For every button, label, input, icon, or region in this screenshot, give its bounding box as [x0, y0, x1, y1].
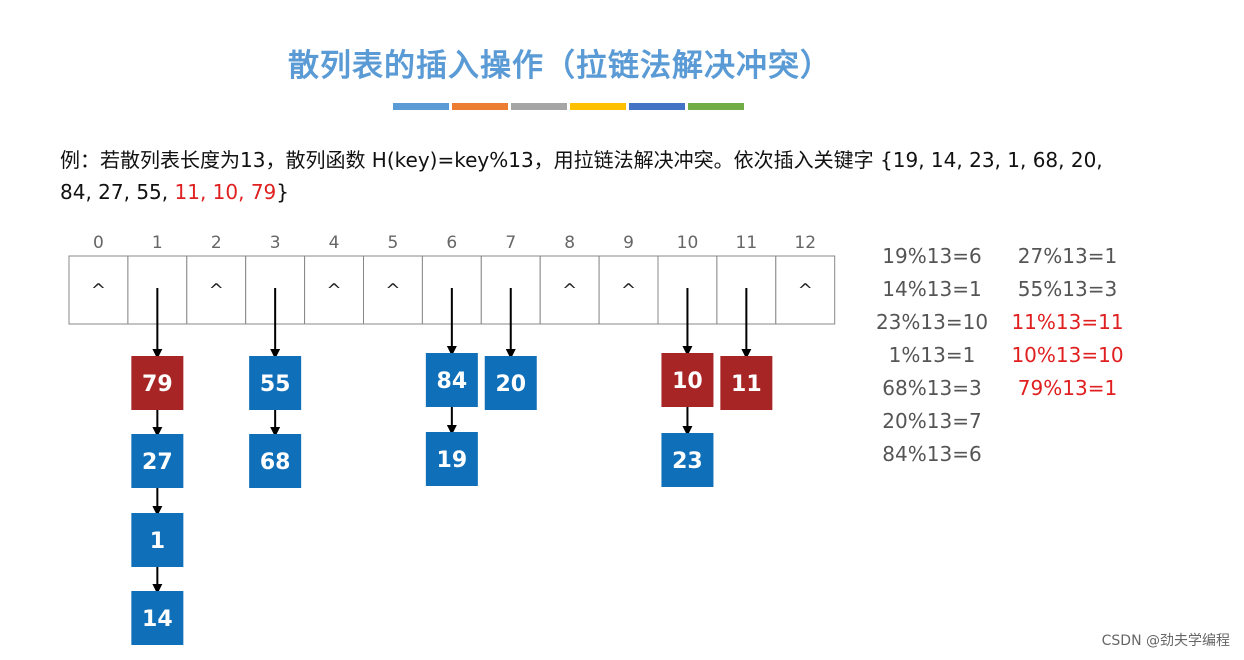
mod-calculation: 55%13=3	[1017, 277, 1118, 301]
chain-node	[425, 353, 478, 407]
mod-calculations-left: 19%13=6 14%13=1 23%13=10 1%13=1 68%13=3 20%13…	[872, 240, 992, 471]
chain-node	[484, 356, 537, 410]
slot-index-label: 12	[794, 233, 816, 253]
mod-calculation: 14%13=1	[882, 277, 982, 301]
hash-table-slot	[68, 255, 129, 325]
slot-index-label: 0	[93, 233, 104, 253]
hash-table-slot	[363, 255, 423, 325]
mod-calculation: 68%13=3	[882, 376, 982, 400]
mod-calculations-right: 27%13=1 55%13=3 11%13=11 10%13=10 79%13=1	[1005, 240, 1130, 405]
mod-calculation: 11%13=11	[1011, 310, 1124, 334]
color-bar-segment	[688, 103, 744, 110]
mod-calculation: 23%13=10	[875, 310, 989, 334]
mod-calculation: 1%13=1	[888, 343, 976, 367]
chain-node	[425, 432, 478, 486]
csdn-watermark: CSDN @劲夫学编程	[1101, 633, 1230, 649]
example-end-text: }	[276, 180, 290, 204]
slot-index-label: 6	[446, 233, 457, 253]
chain-node-key: 27	[142, 450, 173, 475]
mod-calculation: 20%13=7	[882, 409, 982, 433]
color-bar-segment	[511, 103, 567, 110]
chain-node	[720, 356, 773, 410]
mod-calculation: 27%13=1	[1017, 244, 1118, 268]
chain-node-key: 1	[150, 529, 165, 554]
example-main-text: 例：若散列表长度为13，散列函数 H(key)=key%13，用拉链法解决冲突。…	[60, 148, 1103, 204]
color-bar-segment	[570, 103, 626, 110]
chain-node-key: 10	[672, 369, 703, 394]
chain-node	[131, 513, 184, 567]
empty-slot-marker: ^	[562, 280, 577, 301]
chain-node-key: 84	[437, 369, 468, 394]
slot-index-label: 8	[564, 233, 575, 253]
chain-node	[249, 434, 302, 488]
hash-table-slot	[539, 255, 600, 325]
chain-node	[661, 353, 714, 407]
slot-index-label: 10	[677, 233, 699, 253]
mod-calculation: 19%13=6	[882, 244, 982, 268]
chain-node-key: 23	[672, 449, 703, 474]
empty-slot-marker: ^	[327, 280, 342, 301]
empty-slot-marker: ^	[798, 280, 813, 301]
chain-node-key: 11	[731, 372, 762, 397]
chain-node-key: 14	[142, 607, 173, 632]
slot-index-label: 5	[388, 233, 399, 253]
slot-index-label: 2	[211, 233, 222, 253]
color-bar-segment	[452, 103, 508, 110]
empty-slot-marker: ^	[209, 280, 224, 301]
chain-node	[661, 433, 714, 487]
chain-node	[131, 356, 184, 410]
mod-calculation: 84%13=6	[882, 442, 982, 466]
empty-slot-marker: ^	[385, 280, 400, 301]
title-underline-color-bar	[393, 103, 744, 110]
chain-node	[131, 434, 184, 488]
slot-index-label: 3	[270, 233, 281, 253]
color-bar-segment	[629, 103, 685, 110]
hash-table-slot	[598, 255, 659, 325]
chain-node-key: 20	[495, 372, 526, 397]
slot-index-label: 9	[623, 233, 634, 253]
page-title: 散列表的插入操作（拉链法解决冲突）	[288, 48, 832, 84]
chain-node-key: 79	[142, 372, 173, 397]
chain-node-key: 55	[260, 372, 291, 397]
hash-table-slot	[304, 255, 365, 325]
slot-index-label: 4	[329, 233, 340, 253]
chain-node	[249, 356, 302, 410]
empty-slot-marker: ^	[621, 280, 636, 301]
mod-calculation: 10%13=10	[1011, 343, 1124, 367]
color-bar-segment	[393, 103, 449, 110]
example-text: 例：若散列表长度为13，散列函数 H(key)=key%13，用拉链法解决冲突。…	[60, 144, 1140, 208]
slot-index-label: 1	[152, 233, 163, 253]
slot-index-label: 11	[736, 233, 758, 253]
chain-node	[131, 591, 184, 645]
hash-table-slot	[775, 255, 836, 325]
example-red-keys: 11, 10, 79	[174, 180, 277, 204]
slot-index-label: 7	[505, 233, 516, 253]
mod-calculation: 79%13=1	[1017, 376, 1118, 400]
empty-slot-marker: ^	[91, 280, 106, 301]
chain-node-key: 68	[260, 450, 291, 475]
chain-node-key: 19	[437, 448, 468, 473]
